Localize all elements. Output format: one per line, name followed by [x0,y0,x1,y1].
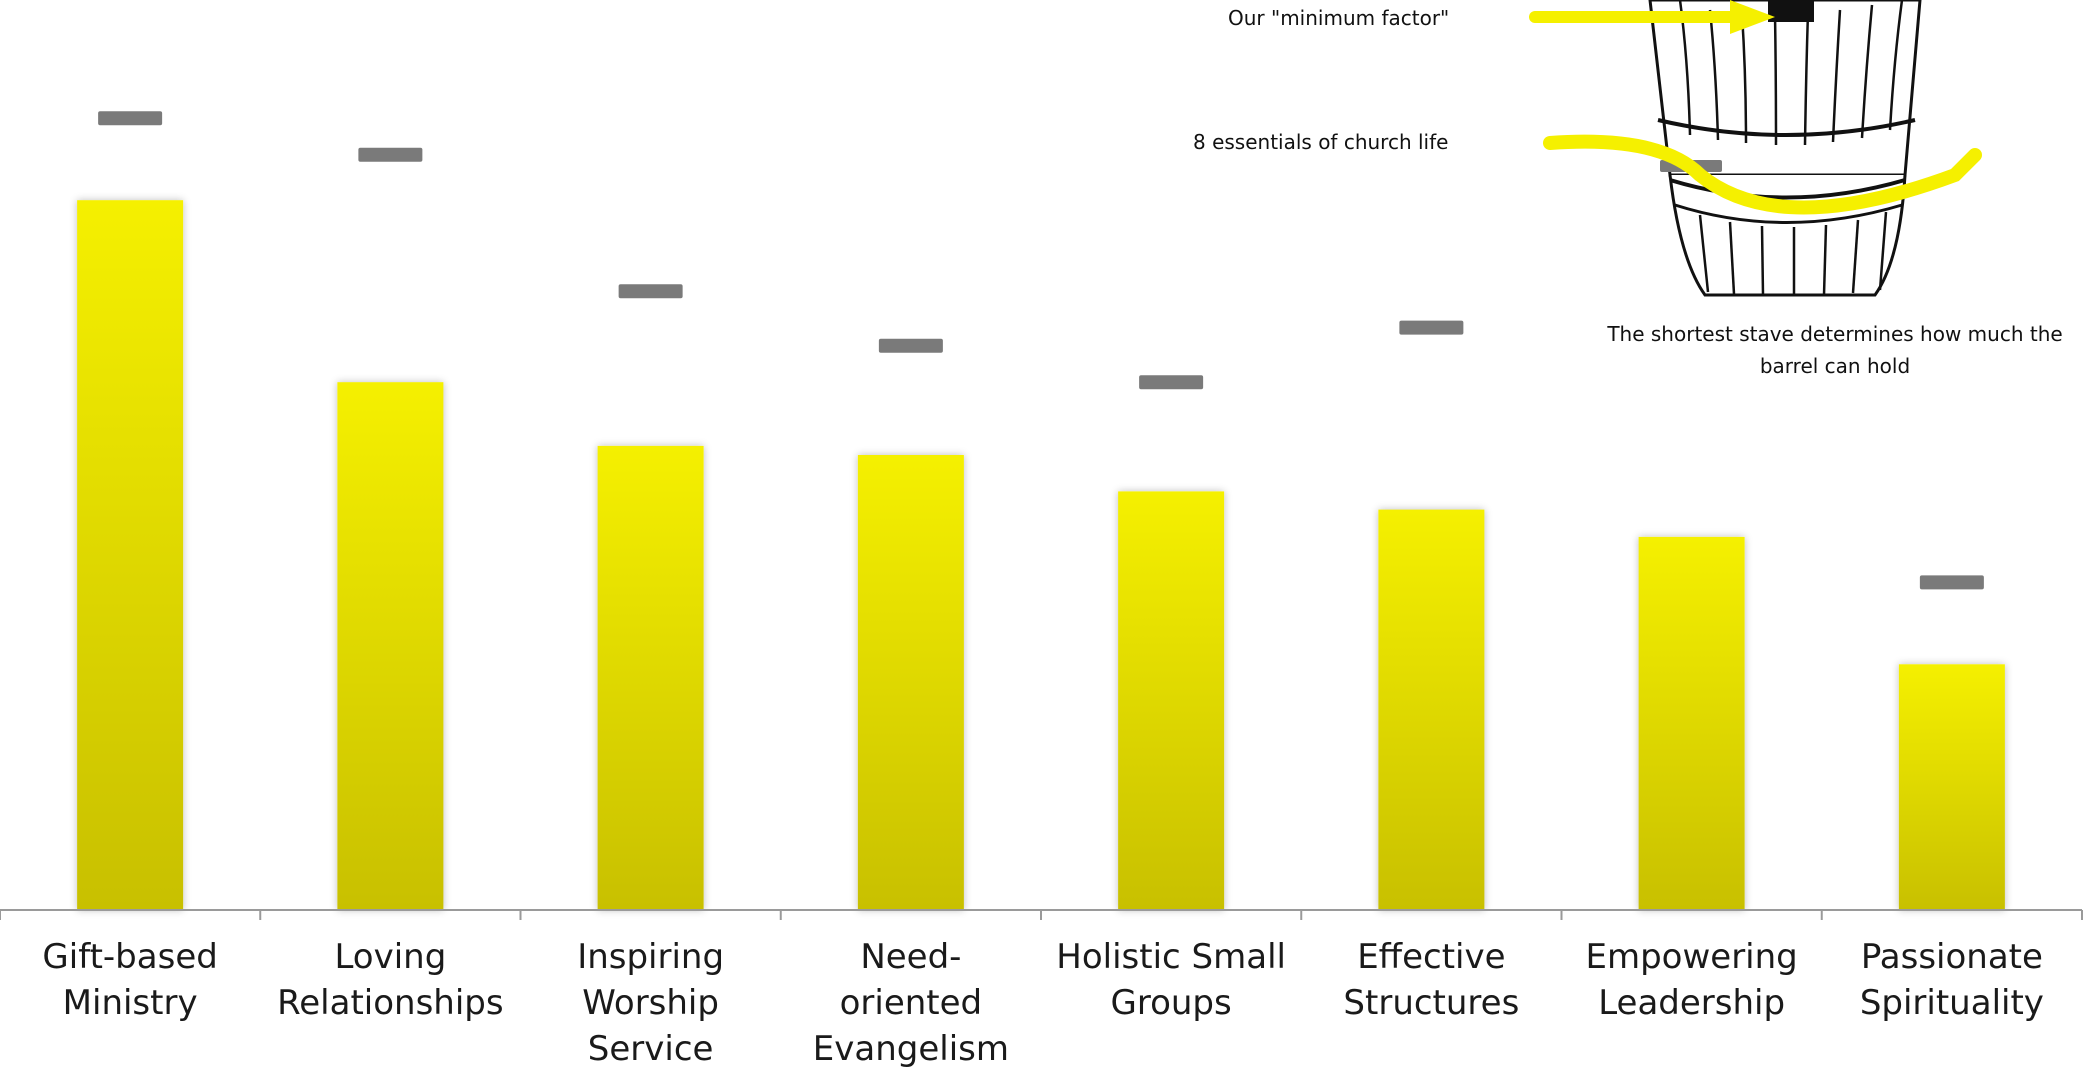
barrel-illustration [1648,0,1922,297]
bar [1638,536,1745,910]
annotation-minimum-factor: Our "minimum factor" [1228,6,1450,30]
bar [1118,491,1225,910]
target-marker [98,111,163,126]
target-marker [358,147,423,162]
annotation-essentials: 8 essentials of church life [1193,130,1449,154]
target-marker [618,284,683,299]
target-marker [878,338,943,353]
arrow-essentials [1543,134,1982,215]
arrow-minimum-factor [1529,0,1775,34]
bar [1378,509,1485,910]
category-label: Holistic Small Groups [1056,937,1286,1023]
category-label: Effective Structures [1343,937,1520,1023]
bar [337,382,444,910]
target-marker [1919,575,1984,590]
bars-layer [77,200,2005,910]
category-label: Gift-based Ministry [42,937,218,1023]
markers-layer [98,111,1984,590]
bar [597,445,704,910]
category-label: Loving Relationships [277,937,504,1023]
barrel-caption: The shortest stave determines how much t… [1607,322,2063,378]
target-marker [1399,320,1464,335]
category-label: Empowering Leadership [1585,937,1798,1023]
category-label: Need-oriented Evangelism [812,937,1009,1069]
category-label: Inspiring Worship Service [577,937,725,1069]
x-axis [0,909,2083,920]
target-marker [1139,375,1204,390]
category-label: Passionate Spirituality [1859,937,2044,1023]
bar [77,200,184,910]
bar [857,455,964,910]
bar [1898,664,2005,910]
annotation-arrows [1529,0,1982,215]
